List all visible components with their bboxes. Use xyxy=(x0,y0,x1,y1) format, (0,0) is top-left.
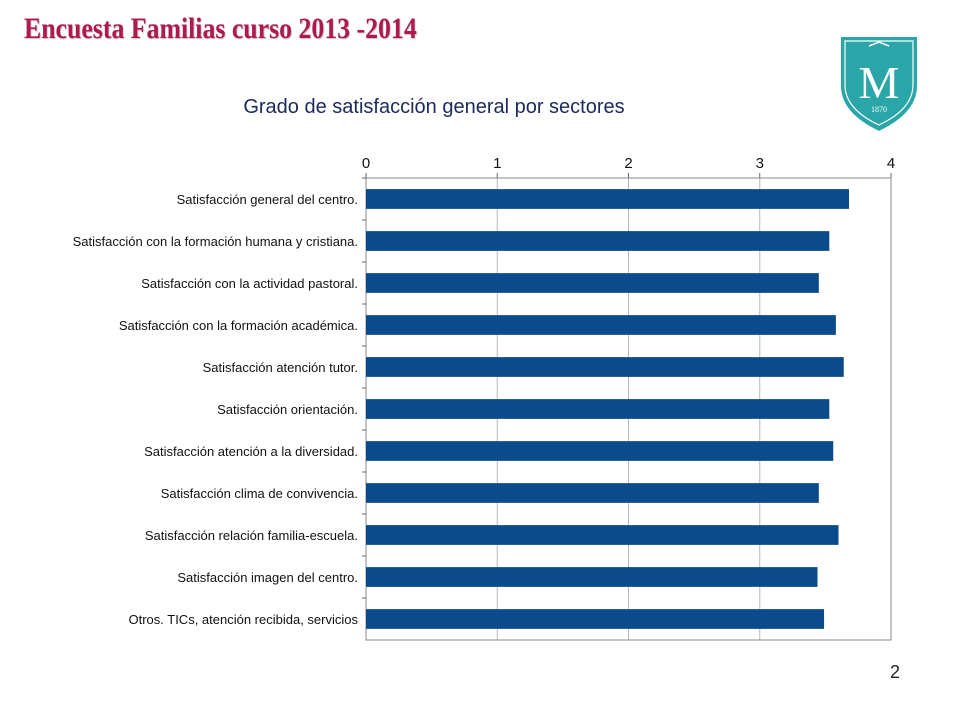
x-tick-label: 1 xyxy=(493,155,501,172)
x-tick-label: 4 xyxy=(887,155,895,172)
category-label: Satisfacción con la actividad pastoral. xyxy=(141,276,358,291)
chart-title: Grado de satisfacción general por sector… xyxy=(243,96,625,118)
x-tick-label: 3 xyxy=(756,155,764,172)
bar xyxy=(366,273,819,293)
logo-year: 1870 xyxy=(871,105,887,114)
category-label: Satisfacción con la formación académica. xyxy=(119,318,358,333)
category-label: Satisfacción atención tutor. xyxy=(203,360,358,375)
x-tick-label: 2 xyxy=(624,155,632,172)
bar xyxy=(366,567,818,587)
bar xyxy=(366,357,844,377)
category-label: Satisfacción atención a la diversidad. xyxy=(144,444,358,459)
x-tick-label: 0 xyxy=(362,155,370,172)
category-label: Satisfacción general del centro. xyxy=(177,192,358,207)
category-label: Satisfacción clima de convivencia. xyxy=(161,486,358,501)
bar xyxy=(366,441,834,461)
bar xyxy=(366,189,849,209)
bar xyxy=(366,315,836,335)
slide-title: Encuesta Familias curso 2013 -2014 xyxy=(24,12,417,45)
bar xyxy=(366,231,830,251)
logo-letter: M xyxy=(859,57,900,108)
bar-chart: 0 1 2 3 4 Satisfacción general del centro. Sat… xyxy=(73,155,895,641)
bar xyxy=(366,483,819,503)
category-label: Satisfacción orientación. xyxy=(217,402,358,417)
category-label: Satisfacción imagen del centro. xyxy=(177,570,358,585)
category-label: Satisfacción relación familia-escuela. xyxy=(145,528,358,543)
bar xyxy=(366,609,825,629)
category-label: Satisfacción con la formación humana y c… xyxy=(73,234,358,249)
page-number: 2 xyxy=(889,662,900,682)
bar xyxy=(366,525,839,545)
category-label: Otros. TICs, atención recibida, servicio… xyxy=(128,612,358,627)
school-crest-logo: M 1870 xyxy=(839,35,919,134)
bar xyxy=(366,399,830,419)
